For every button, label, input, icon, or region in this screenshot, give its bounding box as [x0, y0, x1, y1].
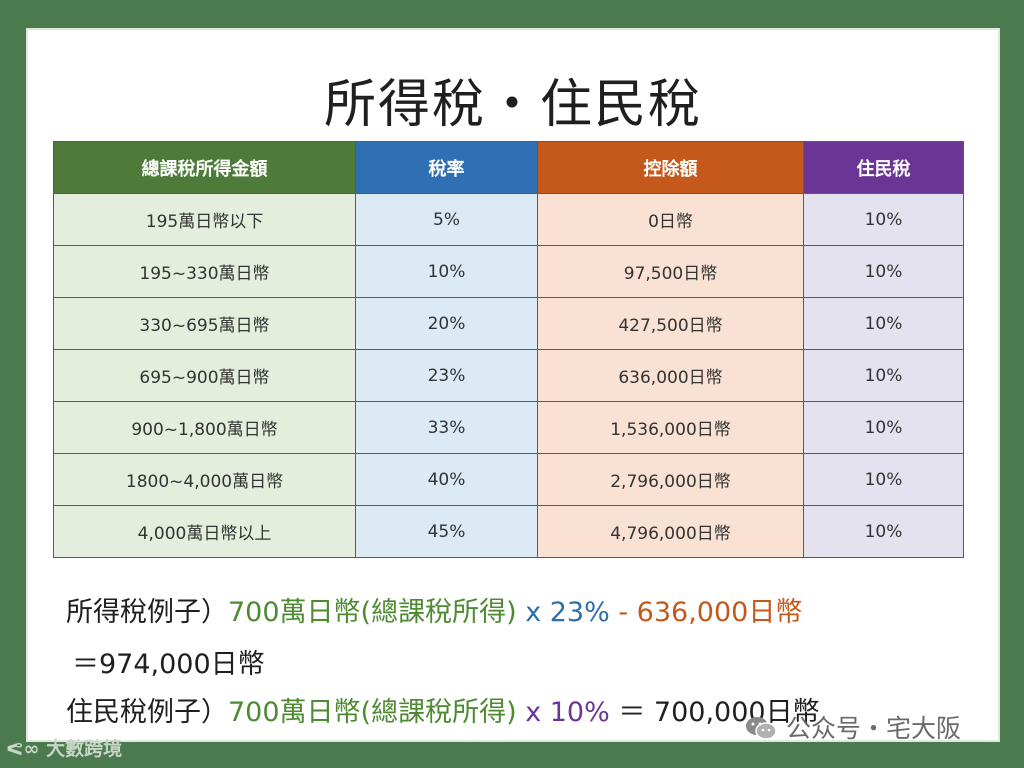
cell-resident-tax: 10%: [803, 349, 964, 402]
cell-tax-rate: 33%: [355, 401, 538, 454]
cell-resident-tax: 10%: [803, 453, 964, 506]
table-header-row: 總課稅所得金額 稅率 控除額 住民稅: [53, 141, 964, 194]
table-row: 1800~4,000萬日幣 40% 2,796,000日幣 10%: [53, 453, 964, 506]
cell-tax-rate: 40%: [355, 453, 538, 506]
table-row: 4,000萬日幣以上 45% 4,796,000日幣 10%: [53, 505, 964, 558]
income-tax-example-base: 700萬日幣(總課稅所得): [228, 597, 517, 628]
wechat-watermark: 公众号・宅大阪: [744, 709, 961, 745]
cell-resident-tax: 10%: [803, 401, 964, 454]
table-row: 195萬日幣以下 5% 0日幣 10%: [53, 193, 964, 246]
header-resident-tax: 住民稅: [803, 141, 964, 194]
cell-resident-tax: 10%: [803, 193, 964, 246]
corner-logo-icon: ᕙ∞: [6, 738, 47, 760]
resident-tax-example-base: 700萬日幣(總課稅所得): [228, 697, 517, 728]
income-tax-example-result: ＝974,000日幣: [72, 649, 265, 680]
cell-taxable-income: 900~1,800萬日幣: [53, 401, 356, 454]
cell-tax-rate: 23%: [355, 349, 538, 402]
cell-resident-tax: 10%: [803, 505, 964, 558]
cell-tax-rate: 10%: [355, 245, 538, 298]
cell-tax-rate: 20%: [355, 297, 538, 350]
cell-deduction: 1,536,000日幣: [537, 401, 804, 454]
cell-taxable-income: 195~330萬日幣: [53, 245, 356, 298]
cell-deduction: 427,500日幣: [537, 297, 804, 350]
wechat-watermark-text: 公众号・宅大阪: [786, 714, 962, 743]
income-tax-example-label: 所得稅例子）: [66, 597, 228, 628]
cell-taxable-income: 4,000萬日幣以上: [53, 505, 356, 558]
table-row: 900~1,800萬日幣 33% 1,536,000日幣 10%: [53, 401, 964, 454]
resident-tax-example: 住民稅例子）700萬日幣(總課稅所得) x 10% ＝ 700,000日幣: [66, 690, 820, 729]
slide: 所得稅・住民稅 總課稅所得金額 稅率 控除額 住民稅 195萬日幣以下 5% 0…: [26, 28, 1000, 742]
cell-resident-tax: 10%: [803, 245, 964, 298]
cell-taxable-income: 695~900萬日幣: [53, 349, 356, 402]
resident-tax-example-label: 住民稅例子）: [66, 697, 228, 728]
table-row: 195~330萬日幣 10% 97,500日幣 10%: [53, 245, 964, 298]
cell-deduction: 4,796,000日幣: [537, 505, 804, 558]
header-tax-rate: 稅率: [355, 141, 538, 194]
cell-deduction: 2,796,000日幣: [537, 453, 804, 506]
cell-taxable-income: 195萬日幣以下: [53, 193, 356, 246]
corner-watermark-text: 大數跨境: [46, 738, 123, 760]
income-tax-example: 所得稅例子）700萬日幣(總課稅所得) x 23% - 636,000日幣: [66, 590, 802, 629]
wechat-icon: [744, 715, 778, 741]
cell-deduction: 636,000日幣: [537, 349, 804, 402]
income-tax-example-rate: x 23%: [516, 597, 610, 628]
resident-tax-example-result: ＝ 700,000日幣: [609, 697, 820, 728]
cell-resident-tax: 10%: [803, 297, 964, 350]
table-row: 695~900萬日幣 23% 636,000日幣 10%: [53, 349, 964, 402]
cell-tax-rate: 5%: [355, 193, 538, 246]
table-row: 330~695萬日幣 20% 427,500日幣 10%: [53, 297, 964, 350]
cell-taxable-income: 330~695萬日幣: [53, 297, 356, 350]
resident-tax-example-rate: x 10%: [516, 697, 610, 728]
cell-deduction: 0日幣: [537, 193, 804, 246]
tax-rate-table: 總課稅所得金額 稅率 控除額 住民稅 195萬日幣以下 5% 0日幣 10% 1…: [53, 141, 964, 558]
cell-deduction: 97,500日幣: [537, 245, 804, 298]
corner-watermark: ᕙ∞ 大數跨境: [6, 734, 122, 761]
slide-title: 所得稅・住民稅: [323, 75, 702, 135]
cell-taxable-income: 1800~4,000萬日幣: [53, 453, 356, 506]
income-tax-example-deduction: - 636,000日幣: [609, 597, 803, 628]
header-taxable-income: 總課稅所得金額: [53, 141, 356, 194]
cell-tax-rate: 45%: [355, 505, 538, 558]
header-deduction: 控除額: [537, 141, 804, 194]
